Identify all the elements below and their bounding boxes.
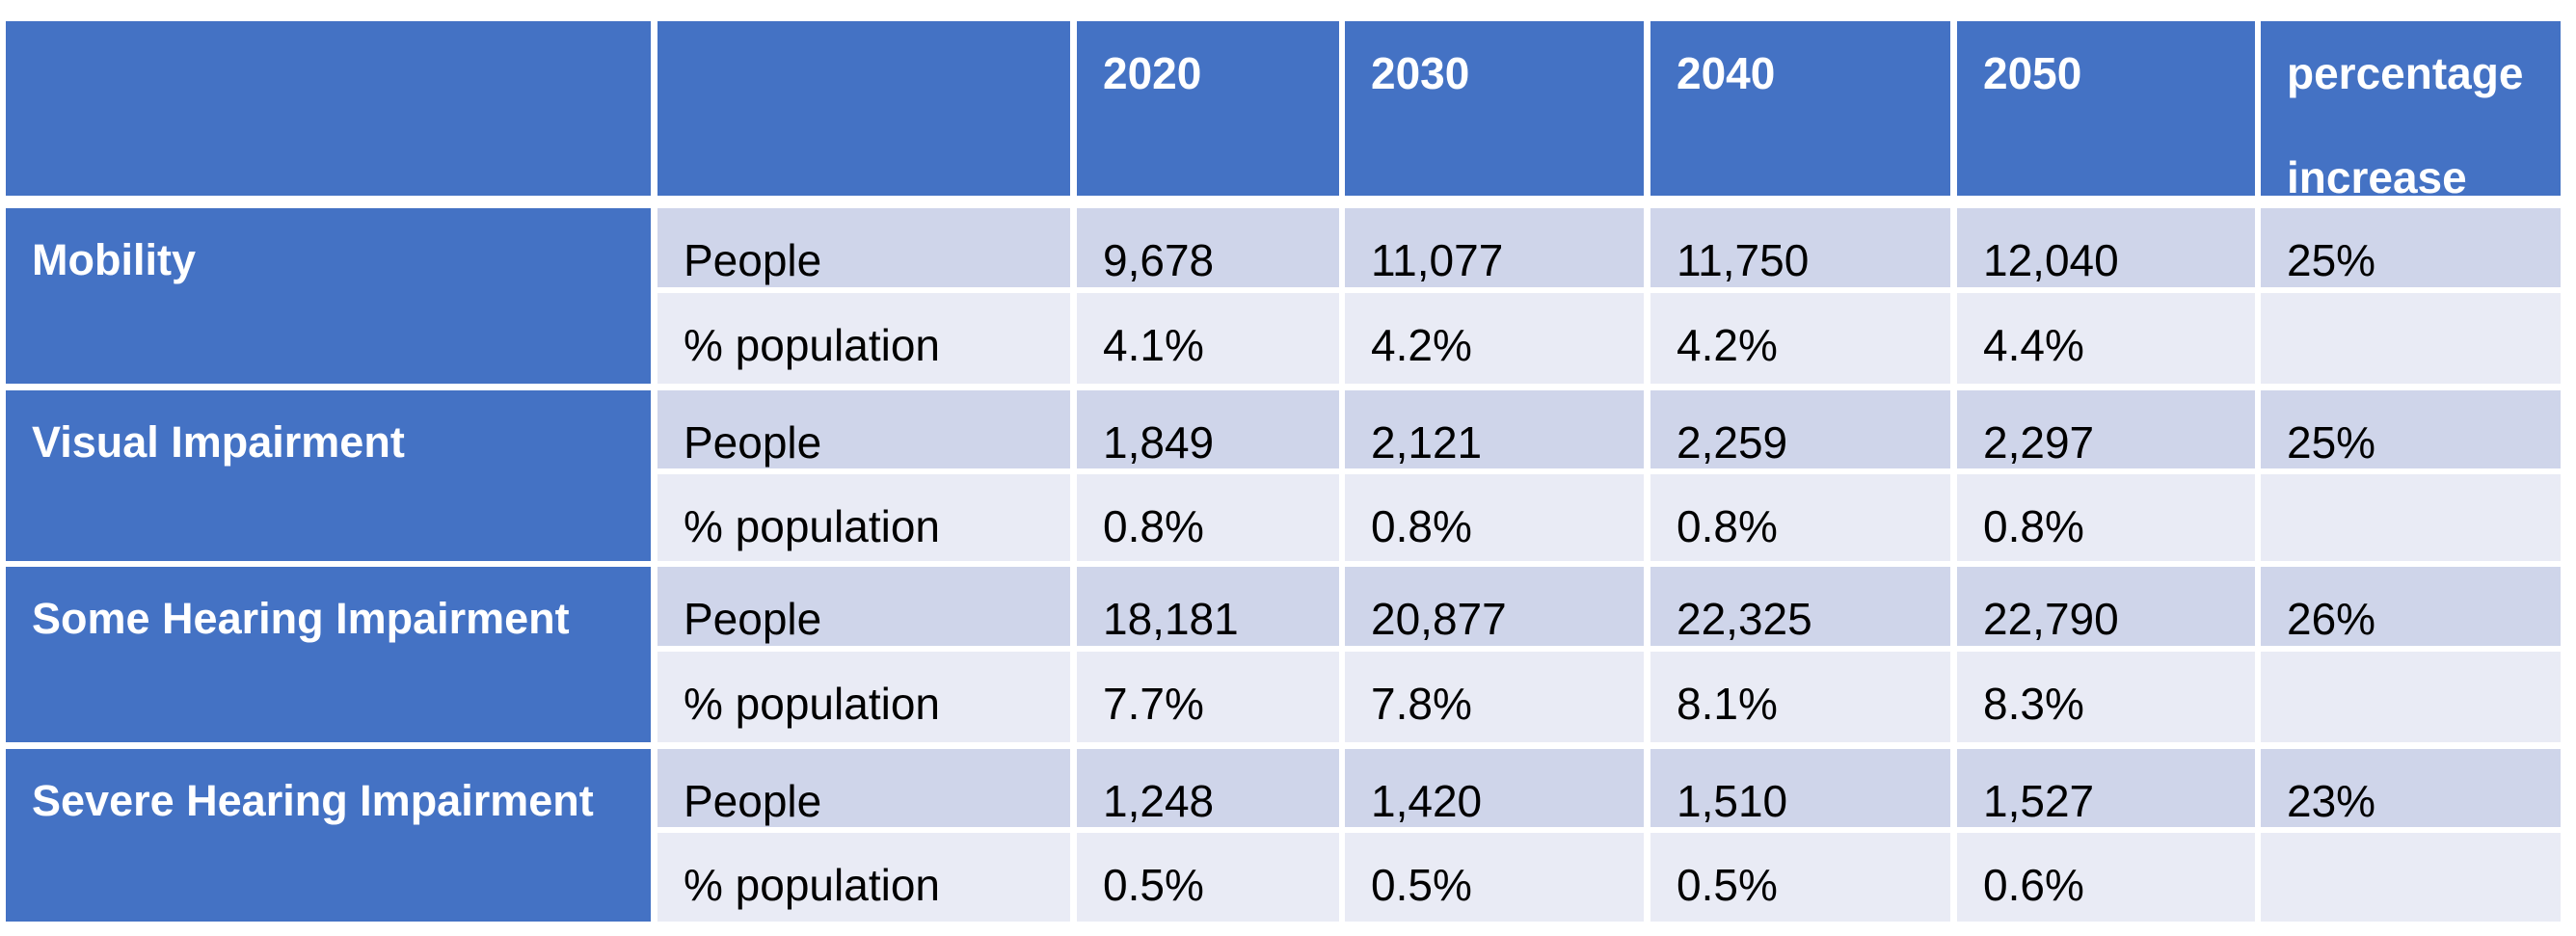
header-cell-1 <box>657 21 1070 196</box>
value-cell: 9,678 <box>1077 208 1339 287</box>
row-label-cell: People <box>657 749 1070 827</box>
value-cell: 0.6% <box>1957 833 2255 922</box>
value-cell: 0.8% <box>1957 474 2255 561</box>
value-cell: 4.1% <box>1077 293 1339 384</box>
row-label-cell: % population <box>657 652 1070 742</box>
increase-cell: 23% <box>2261 749 2561 827</box>
header-cell-6: percentage increase <box>2261 21 2561 196</box>
value-cell: 7.8% <box>1345 652 1644 742</box>
value-cell: 12,040 <box>1957 208 2255 287</box>
value-cell: 0.5% <box>1650 833 1950 922</box>
header-cell-3: 2030 <box>1345 21 1644 196</box>
increase-cell <box>2261 293 2561 384</box>
value-cell: 2,259 <box>1650 390 1950 468</box>
increase-cell <box>2261 474 2561 561</box>
value-cell: 2,297 <box>1957 390 2255 468</box>
header-cell-0 <box>6 21 651 196</box>
value-cell: 1,510 <box>1650 749 1950 827</box>
row-label-cell: People <box>657 567 1070 646</box>
row-label-cell: People <box>657 208 1070 287</box>
value-cell: 7.7% <box>1077 652 1339 742</box>
value-cell: 0.5% <box>1077 833 1339 922</box>
increase-cell: 25% <box>2261 390 2561 468</box>
increase-cell <box>2261 652 2561 742</box>
increase-cell <box>2261 833 2561 922</box>
value-cell: 11,750 <box>1650 208 1950 287</box>
value-cell: 0.8% <box>1345 474 1644 561</box>
category-cell: Visual Impairment <box>6 390 651 561</box>
row-label-cell: % population <box>657 293 1070 384</box>
row-label-cell: % population <box>657 833 1070 922</box>
value-cell: 18,181 <box>1077 567 1339 646</box>
value-cell: 8.3% <box>1957 652 2255 742</box>
increase-cell: 26% <box>2261 567 2561 646</box>
row-label-cell: People <box>657 390 1070 468</box>
value-cell: 1,248 <box>1077 749 1339 827</box>
value-cell: 20,877 <box>1345 567 1644 646</box>
value-cell: 1,420 <box>1345 749 1644 827</box>
value-cell: 2,121 <box>1345 390 1644 468</box>
header-cell-4: 2040 <box>1650 21 1950 196</box>
value-cell: 22,325 <box>1650 567 1950 646</box>
category-cell: Mobility <box>6 208 651 384</box>
value-cell: 4.2% <box>1345 293 1644 384</box>
value-cell: 0.8% <box>1077 474 1339 561</box>
value-cell: 1,849 <box>1077 390 1339 468</box>
value-cell: 0.8% <box>1650 474 1950 561</box>
value-cell: 4.4% <box>1957 293 2255 384</box>
value-cell: 4.2% <box>1650 293 1950 384</box>
category-cell: Some Hearing Impairment <box>6 567 651 742</box>
value-cell: 11,077 <box>1345 208 1644 287</box>
increase-cell: 25% <box>2261 208 2561 287</box>
row-label-cell: % population <box>657 474 1070 561</box>
value-cell: 8.1% <box>1650 652 1950 742</box>
value-cell: 0.5% <box>1345 833 1644 922</box>
category-cell: Severe Hearing Impairment <box>6 749 651 922</box>
header-cell-2: 2020 <box>1077 21 1339 196</box>
value-cell: 22,790 <box>1957 567 2255 646</box>
header-cell-5: 2050 <box>1957 21 2255 196</box>
value-cell: 1,527 <box>1957 749 2255 827</box>
